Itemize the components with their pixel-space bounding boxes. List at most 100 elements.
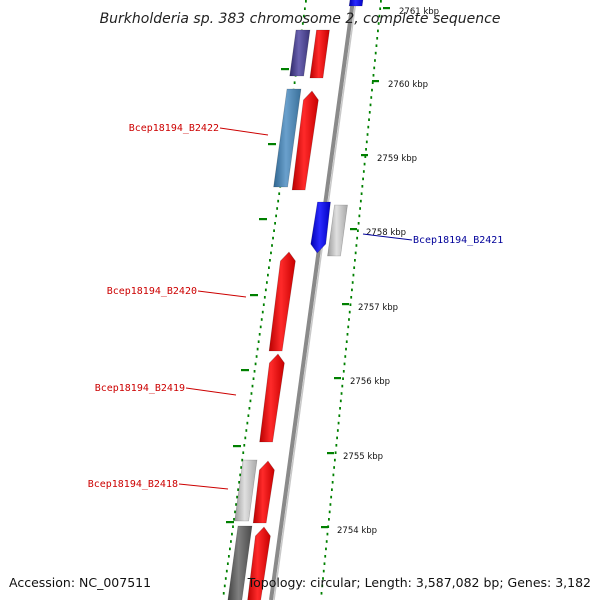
- gene-label[interactable]: Bcep18194_B2422: [129, 123, 219, 134]
- gc-dot-right: [337, 421, 340, 425]
- gc-dot-left: [273, 229, 275, 232]
- gc-dot-right: [355, 244, 358, 247]
- gc-dot-left: [247, 414, 250, 417]
- gc-dot-left: [234, 510, 236, 514]
- gc-dot-left: [260, 318, 263, 321]
- gc-dot-left: [264, 288, 267, 292]
- gc-dot-left: [248, 407, 251, 410]
- gc-dot-right: [331, 481, 334, 484]
- gc-dot-right: [368, 111, 371, 114]
- gc-dot-right: [376, 37, 379, 40]
- gc-dot-right: [356, 236, 359, 240]
- gc-dot-left: [305, 0, 307, 3]
- gene-b2422-steel: [273, 88, 302, 188]
- gc-dot-right: [330, 488, 333, 491]
- gc-dot-right: [370, 96, 373, 99]
- gc-dot-right: [340, 392, 343, 395]
- gc-dot-left: [271, 244, 273, 247]
- scale-tick-label: 2756 kbp: [350, 377, 390, 387]
- gc-dot-right: [352, 273, 355, 277]
- gc-dot-right: [334, 451, 337, 454]
- scale-ticks: 2761 kbp 2760 kbp 2759 kbp 2758 kbp 2757 kbp…: [321, 7, 439, 536]
- gc-dot-right: [371, 81, 374, 84]
- gc-dot-left: [256, 347, 259, 351]
- gene-darkgray-bottom: [227, 525, 253, 600]
- gene-gray-right: [327, 204, 348, 257]
- gc-dot-right: [367, 125, 370, 129]
- gc-dot-left: [261, 310, 264, 314]
- scale-tick-mark: [327, 452, 334, 455]
- gc-dot-left: [277, 199, 280, 203]
- scale-tick-mark: [383, 7, 390, 10]
- gc-dot-left: [230, 540, 232, 543]
- scale-tick-label: 2755 kbp: [343, 452, 383, 462]
- gc-dot-right: [377, 22, 380, 25]
- gc-dash-left: [250, 294, 258, 297]
- gc-dash-left: [233, 445, 241, 448]
- gc-dot-left: [268, 266, 270, 269]
- gc-dot-right: [353, 266, 356, 269]
- gc-dot-right: [359, 207, 362, 210]
- gc-dot-right: [354, 259, 356, 262]
- gc-dot-left: [252, 377, 255, 380]
- gc-dot-right: [339, 399, 342, 403]
- gc-dot-right: [333, 466, 336, 469]
- gc-dash-left: [281, 68, 289, 71]
- gc-dot-left: [223, 584, 226, 588]
- gc-dot-left: [238, 481, 241, 484]
- gene-label[interactable]: Bcep18194_B2421: [413, 235, 503, 246]
- gc-dot-left: [250, 392, 253, 395]
- gc-dot-left: [224, 577, 227, 580]
- gc-dot-left: [235, 503, 237, 506]
- gc-dot-left: [241, 458, 244, 462]
- gc-dot-left: [293, 81, 296, 84]
- scale-tick-label: 2758 kbp: [366, 228, 406, 238]
- gc-dot-right: [365, 140, 368, 144]
- gc-dot-right: [328, 518, 330, 521]
- gene-b2419-red: [259, 353, 285, 443]
- gc-dot-right: [359, 199, 362, 203]
- gc-dash-left: [226, 521, 234, 524]
- gc-dot-right: [325, 540, 328, 543]
- gc-dot-right: [344, 355, 347, 358]
- gc-dot-left: [266, 273, 269, 277]
- gc-dot-right: [322, 569, 325, 573]
- gc-dot-left: [240, 466, 243, 469]
- gc-dot-right: [333, 458, 336, 462]
- gene-blue-top: [348, 0, 364, 7]
- gc-dot-left: [244, 436, 247, 440]
- gc-dot-right: [378, 14, 381, 18]
- gene-label-leader: [185, 387, 237, 396]
- gene-label[interactable]: Bcep18194_B2420: [107, 286, 197, 297]
- gc-dot-right: [375, 44, 378, 47]
- gene-label[interactable]: Bcep18194_B2419: [95, 383, 185, 394]
- gc-dot-left: [263, 296, 266, 299]
- gc-dot-right: [342, 377, 344, 380]
- gene-red-1: [309, 29, 330, 79]
- gc-dot-right: [345, 340, 348, 343]
- gc-dot-right: [363, 162, 366, 166]
- gc-dot-left: [222, 592, 225, 595]
- gc-dot-right: [374, 59, 376, 62]
- gc-dot-left: [257, 340, 260, 343]
- scale-tick-mark: [342, 303, 349, 306]
- scale-tick-label: 2759 kbp: [377, 154, 417, 164]
- gc-dot-right: [326, 532, 329, 536]
- gc-dot-right: [322, 577, 324, 580]
- gc-dot-right: [354, 251, 357, 255]
- gene-label[interactable]: Bcep18194_B2418: [88, 479, 178, 490]
- gc-dot-right: [374, 51, 377, 55]
- gc-dot-right: [338, 414, 341, 417]
- gc-dot-right: [329, 503, 332, 506]
- gc-dot-left: [276, 207, 279, 210]
- gc-dot-right: [362, 177, 364, 181]
- gc-dot-right: [372, 74, 375, 77]
- gc-dot-left: [254, 362, 257, 366]
- gc-dot-right: [351, 288, 353, 292]
- gc-dot-right: [339, 407, 341, 410]
- gc-dot-left: [262, 303, 265, 306]
- gc-dot-right: [369, 103, 372, 107]
- gc-dash-left: [241, 369, 249, 372]
- gene-b2420-red: [268, 251, 296, 352]
- gc-dot-left: [272, 236, 274, 240]
